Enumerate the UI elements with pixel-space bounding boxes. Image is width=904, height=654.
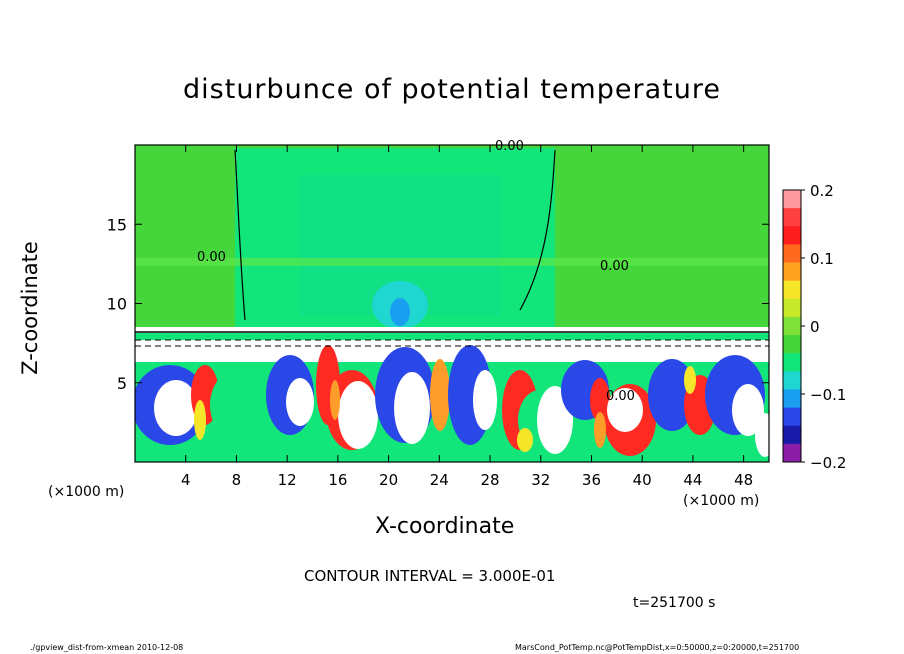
colorbar-swatch (783, 335, 801, 354)
footer-source: MarsCond_PotTemp.nc@PotTempDist,x=0:5000… (515, 643, 800, 652)
field-patch (154, 380, 198, 436)
x-tick-label: 44 (683, 471, 702, 489)
x-tick-label: 24 (430, 471, 449, 489)
contour-label: 0.00 (606, 389, 635, 404)
field-patch (684, 366, 696, 394)
contour-label: 0.00 (197, 250, 226, 265)
colorbar-swatch (783, 407, 801, 427)
colorbar-swatch (783, 425, 801, 445)
footer-command: ./gpview_dist-from-xmean 2010-12-08 (30, 643, 184, 652)
colorbar-swatch (783, 190, 801, 209)
y-tick-label: 5 (117, 374, 127, 393)
x-tick-label: 12 (278, 471, 297, 489)
colorbar-swatch (783, 280, 801, 300)
time-text: t=251700 s (633, 595, 716, 611)
x-tick-label: 20 (379, 471, 398, 489)
field-patch (473, 370, 497, 430)
colorbar-swatch (783, 443, 801, 463)
colorbar-swatch (783, 371, 801, 390)
colorbar-tick-label: 0.1 (810, 250, 834, 268)
y-axis: 5 10 15 (107, 215, 769, 393)
colorbar-swatch (783, 244, 801, 264)
field-patch (430, 359, 450, 431)
colorbar-swatch (783, 262, 801, 282)
field-patch (607, 388, 643, 432)
y-tick-label: 10 (107, 295, 127, 314)
contour-line (234, 149, 556, 321)
field-patch (755, 413, 769, 457)
field-patch (330, 380, 340, 420)
white-band (135, 340, 769, 362)
x-unit-label-right: (×1000 m) (683, 493, 760, 509)
colorbar-swatch (783, 353, 801, 372)
x-tick-label: 4 (181, 471, 191, 489)
contour-labels: 0.00 0.00 0.00 0.00 (197, 139, 635, 404)
colorbar-tick-label: −0.1 (810, 386, 846, 404)
x-tick-label: 8 (232, 471, 242, 489)
x-axis: 4 8 12 16 20 24 28 32 36 40 44 48 (181, 145, 753, 489)
x-axis-label: X-coordinate (375, 514, 515, 539)
field-patch (394, 372, 430, 444)
colorbar-swatch (783, 298, 801, 318)
colorbar: 0.2 0.1 0 −0.1 −0.2 (782, 182, 846, 472)
colorbar-tick-label: 0.2 (810, 182, 834, 200)
blue-blob (390, 298, 410, 326)
field-patch (517, 428, 533, 452)
chart-title: disturbunce of potential temperature (183, 74, 721, 105)
field-patch (732, 384, 764, 436)
heatmap-field (135, 145, 769, 462)
colorbar-tick-label: −0.2 (810, 454, 846, 472)
x-tick-label: 40 (633, 471, 652, 489)
colorbar-swatch (783, 208, 801, 227)
field-patch (194, 400, 206, 440)
x-tick-label: 16 (328, 471, 347, 489)
contour-interval-text: CONTOUR INTERVAL = 3.000E-01 (304, 567, 556, 585)
contour-line (135, 339, 769, 347)
contour-label: 0.00 (600, 259, 629, 274)
y-axis-label: Z-coordinate (18, 241, 42, 375)
field-patch (338, 381, 378, 449)
band (135, 258, 769, 266)
x-tick-label: 48 (734, 471, 753, 489)
x-tick-label: 32 (531, 471, 550, 489)
x-unit-label-left: (×1000 m) (48, 484, 125, 500)
field-patch (594, 412, 606, 448)
y-tick-label: 15 (107, 215, 127, 234)
colorbar-swatch (783, 316, 801, 336)
colorbar-tick-label: 0 (810, 318, 820, 336)
field-patch (648, 359, 696, 431)
colorbar-swatch (783, 389, 801, 409)
field-patch (210, 373, 254, 437)
x-tick-label: 36 (582, 471, 601, 489)
interface-band (135, 327, 769, 333)
contour-label: 0.00 (495, 139, 524, 154)
colorbar-swatch (783, 226, 801, 245)
field-patch (286, 378, 314, 426)
x-tick-label: 28 (480, 471, 499, 489)
